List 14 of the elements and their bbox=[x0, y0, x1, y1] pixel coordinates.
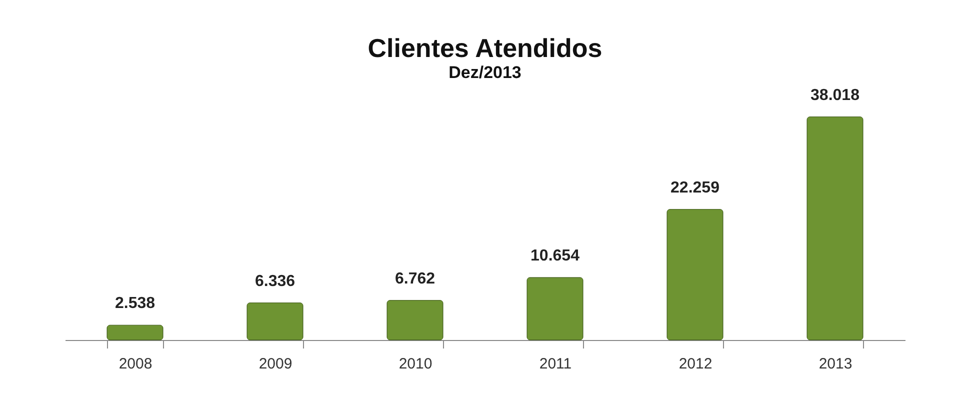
chart-title: Clientes Atendidos bbox=[368, 32, 602, 63]
chart-subtitle: Dez/2013 bbox=[448, 62, 522, 82]
data-label: 22.259 bbox=[670, 179, 720, 196]
x-tick-label: 2009 bbox=[258, 356, 292, 372]
data-label: 6.336 bbox=[254, 272, 296, 290]
data-label: 38.018 bbox=[810, 86, 860, 104]
x-tick-label: 2011 bbox=[539, 356, 572, 372]
x-tick-label: 2008 bbox=[118, 356, 152, 372]
data-label: 10.654 bbox=[530, 247, 580, 264]
x-tick-label: 2012 bbox=[678, 356, 712, 372]
data-label: 6.762 bbox=[394, 270, 436, 288]
x-tick-label: 2010 bbox=[398, 356, 432, 372]
x-tick-label: 2013 bbox=[818, 356, 852, 372]
data-label: 2.538 bbox=[114, 295, 156, 312]
